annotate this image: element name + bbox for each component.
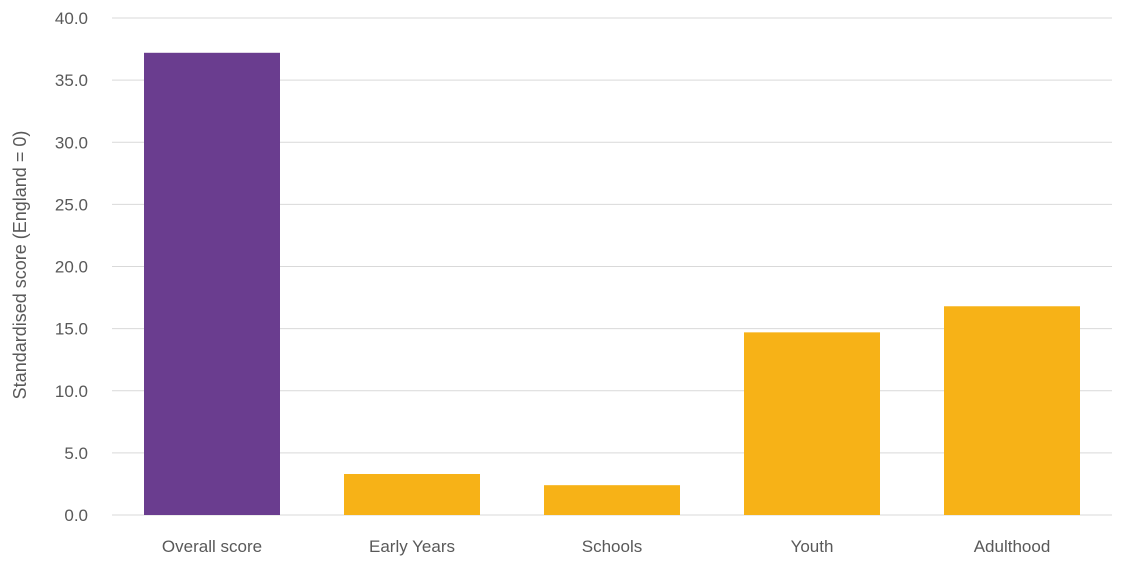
x-category-label: Youth [791, 537, 834, 556]
x-category-label: Adulthood [974, 537, 1051, 556]
y-tick-labels: 0.0 5.0 10.0 15.0 20.0 25.0 30.0 35.0 40.0 [55, 9, 88, 525]
y-axis-title: Standardised score (England = 0) [10, 131, 30, 400]
x-category-labels: Overall score Early Years Schools Youth Adul… [162, 537, 1050, 556]
bar-youth [744, 332, 880, 515]
y-tick-label: 30.0 [55, 133, 88, 152]
y-tick-label: 35.0 [55, 71, 88, 90]
y-tick-label: 0.0 [64, 506, 88, 525]
bars [144, 52, 1080, 515]
y-tick-label: 15.0 [55, 320, 88, 339]
x-category-label: Schools [582, 537, 642, 556]
y-tick-label: 40.0 [55, 9, 88, 28]
y-tick-label: 25.0 [55, 195, 88, 214]
bar-early-years [344, 473, 480, 515]
x-category-label: Overall score [162, 537, 262, 556]
y-tick-label: 5.0 [64, 444, 88, 463]
bar-overall-score [144, 52, 280, 515]
bar-schools [544, 485, 680, 515]
bar-adulthood [944, 306, 1080, 515]
y-tick-label: 20.0 [55, 258, 88, 277]
x-category-label: Early Years [369, 537, 455, 556]
y-tick-label: 10.0 [55, 382, 88, 401]
